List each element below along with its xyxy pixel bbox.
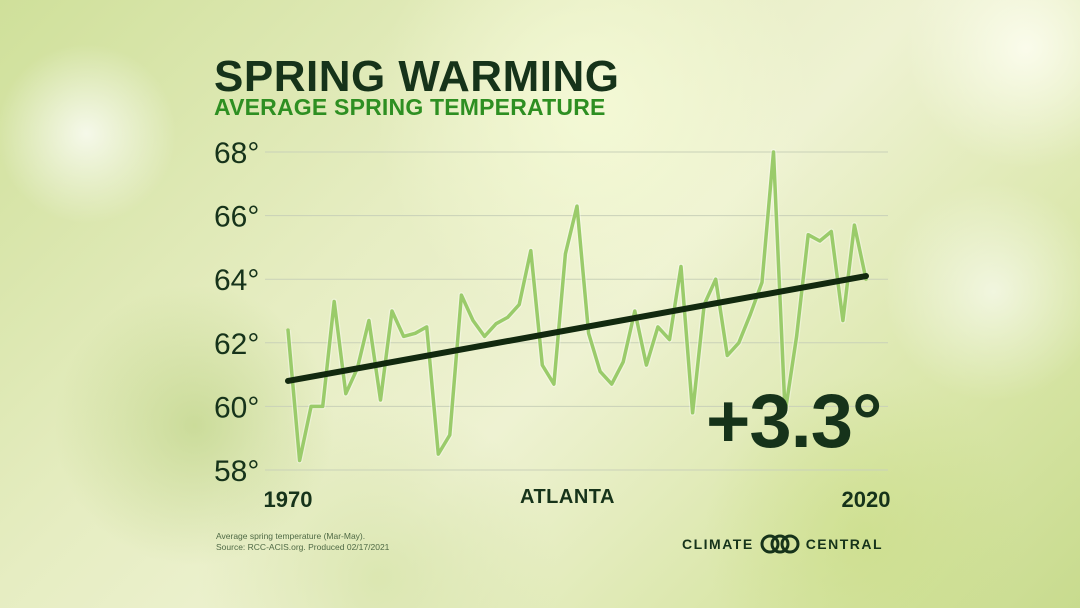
data-point-1979 [390, 309, 394, 313]
data-point-1973 [321, 405, 324, 408]
y-tick-label-58: 58° [214, 455, 259, 488]
grid-lines [265, 151, 888, 471]
temperature-series [285, 149, 869, 464]
data-point-1971 [298, 459, 301, 462]
data-point-1975 [344, 392, 347, 395]
data-point-2011 [760, 281, 764, 284]
data-point-2019 [853, 223, 856, 227]
logo-text-central: CENTRAL [805, 536, 884, 552]
data-point-2000 [633, 309, 636, 313]
data-point-1972 [309, 405, 313, 408]
data-point-1970 [286, 328, 290, 332]
data-point-2017 [830, 230, 833, 233]
data-point-1992 [541, 363, 544, 367]
y-tick-label-62: 62° [214, 328, 259, 361]
warming-annotation: +3.3° [706, 379, 882, 464]
x-tick-label-2020: 2020 [842, 487, 891, 512]
data-point-2009 [737, 341, 741, 344]
trend-line-group [285, 273, 869, 384]
data-point-1997 [598, 370, 602, 373]
x-axis-labels: 1970 2020 [264, 487, 891, 512]
data-point-2007 [714, 278, 717, 281]
data-point-1996 [587, 332, 590, 335]
data-point-1993 [552, 382, 556, 386]
data-point-1998 [610, 382, 613, 386]
y-tick-label-66: 66° [214, 201, 259, 234]
data-point-2008 [726, 354, 729, 357]
climate-central-logo: CLIMATE CENTRAL [682, 532, 883, 556]
data-point-1982 [425, 325, 428, 329]
data-point-1999 [622, 360, 625, 364]
data-point-2001 [645, 363, 648, 367]
y-tick-label-64: 64° [214, 264, 259, 297]
footnote-source: Source: RCC-ACIS.org. Produced 02/17/202… [216, 542, 390, 552]
footnote: Average spring temperature (Mar-May). So… [216, 531, 389, 553]
data-point-2005 [691, 411, 694, 414]
data-point-2013 [783, 411, 787, 414]
data-point-2002 [656, 325, 660, 329]
data-point-1988 [494, 322, 498, 325]
chart-title: SPRING WARMING [214, 52, 620, 101]
y-tick-label-68: 68° [214, 137, 259, 170]
chart-subtitle: AVERAGE SPRING TEMPERATURE [214, 94, 606, 120]
data-point-2018 [841, 319, 845, 322]
data-point-1984 [448, 433, 452, 437]
data-point-1978 [379, 398, 382, 402]
data-point-2003 [668, 338, 671, 341]
data-point-2004 [679, 265, 683, 268]
data-point-1981 [413, 332, 417, 335]
data-point-1983 [437, 452, 440, 456]
trend-line [285, 273, 869, 384]
data-point-1977 [367, 319, 371, 322]
data-point-1991 [529, 249, 532, 252]
footnote-description: Average spring temperature (Mar-May). [216, 531, 366, 541]
data-point-1987 [483, 335, 486, 338]
city-label: ATLANTA [520, 486, 615, 508]
data-point-1994 [564, 252, 567, 255]
data-point-1980 [402, 335, 405, 338]
data-point-2010 [749, 312, 752, 316]
y-tick-label-60: 60° [214, 391, 259, 424]
data-point-1995 [575, 204, 579, 208]
data-point-1989 [506, 316, 509, 319]
data-point-1985 [460, 293, 463, 297]
x-tick-label-1970: 1970 [264, 487, 313, 512]
data-point-1986 [471, 319, 475, 322]
data-point-1990 [518, 303, 521, 306]
data-point-2012 [772, 150, 775, 154]
data-point-1974 [333, 300, 336, 303]
data-point-2016 [818, 239, 821, 243]
logo-text-climate: CLIMATE [682, 536, 754, 552]
data-point-2015 [807, 233, 810, 236]
y-axis-labels: 58° 60° 62° 64° 66° 68° [214, 137, 259, 488]
climate-central-rings-icon [760, 534, 800, 554]
data-point-2014 [795, 335, 798, 338]
